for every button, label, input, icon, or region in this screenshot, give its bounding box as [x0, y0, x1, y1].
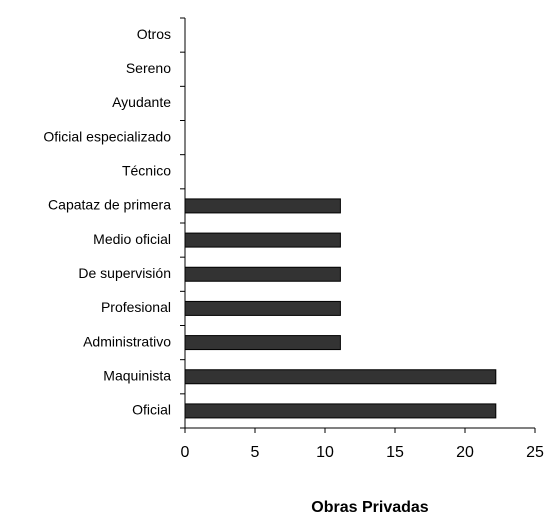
x-tick-label: 15 [386, 444, 404, 461]
y-tick-label: Administrativo [83, 333, 171, 349]
y-tick-label: Técnico [122, 162, 171, 178]
x-tick-label: 25 [526, 444, 544, 461]
x-axis-title: Obras Privadas [311, 499, 429, 516]
x-tick-label: 5 [251, 444, 260, 461]
y-tick-label: Otros [137, 26, 171, 42]
y-tick-label: Sereno [126, 60, 171, 76]
y-tick-label: Maquinista [103, 367, 171, 383]
bar [184, 266, 341, 282]
y-tick-label: Oficial especializado [43, 128, 171, 144]
y-tick-label: Profesional [101, 299, 171, 315]
y-tick-label: De supervisión [78, 265, 171, 281]
bar [184, 198, 341, 214]
y-tick-label: Capataz de primera [48, 197, 171, 213]
x-tick-label: 20 [456, 444, 474, 461]
bar [184, 369, 497, 385]
y-tick-label: Medio oficial [93, 231, 171, 247]
y-tick-label: Oficial [132, 402, 171, 418]
bar [184, 300, 341, 316]
x-tick-label: 0 [181, 444, 190, 461]
y-tick-label: Ayudante [112, 94, 171, 110]
bar [184, 335, 341, 351]
bar [184, 232, 341, 248]
x-tick-label: 10 [316, 444, 334, 461]
bar [184, 403, 497, 419]
